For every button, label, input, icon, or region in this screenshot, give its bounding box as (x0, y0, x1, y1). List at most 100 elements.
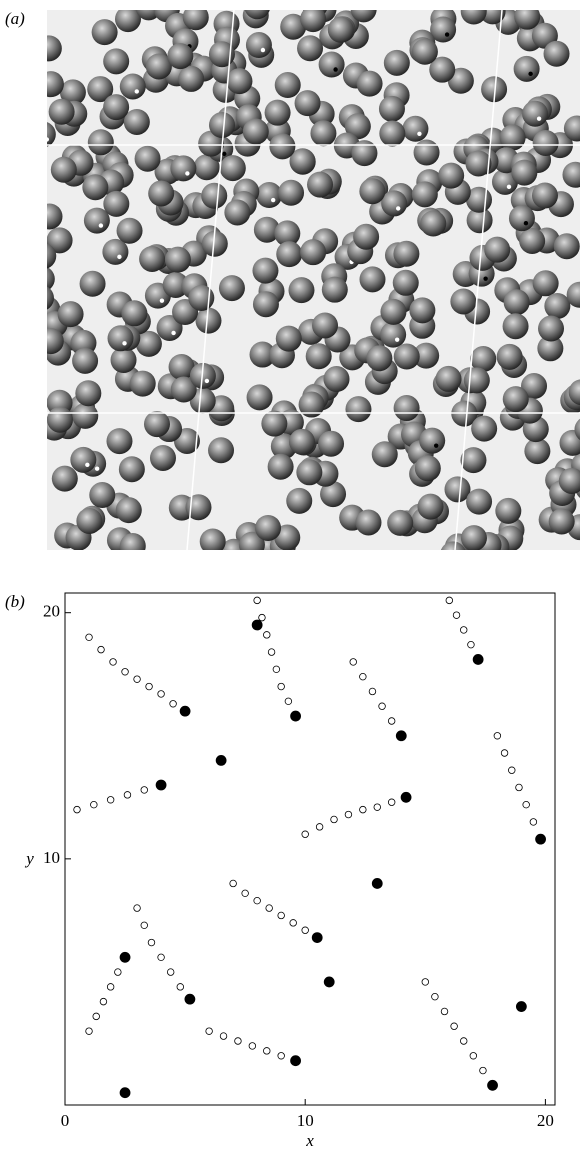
sphere (148, 180, 175, 207)
sphere (256, 182, 283, 209)
trajectory-point (440, 1007, 449, 1016)
highlight (394, 337, 400, 342)
sphere (252, 291, 279, 318)
x-tick-label: 20 (537, 1111, 554, 1130)
sphere (47, 267, 55, 291)
trajectory-point (263, 631, 271, 639)
sphere (414, 455, 441, 482)
sphere (359, 266, 386, 293)
tile-border (186, 10, 235, 550)
sphere (106, 428, 133, 455)
trajectory-point (272, 665, 281, 674)
sphere (380, 321, 407, 348)
sphere (438, 162, 465, 189)
sphere (450, 288, 477, 315)
sphere (463, 367, 490, 394)
trajectory-point (133, 675, 141, 683)
trajectory-point (315, 823, 324, 831)
sphere (491, 168, 518, 195)
sphere (508, 205, 535, 232)
trajectory-point (92, 1012, 100, 1021)
sphere (264, 99, 291, 126)
sphere (288, 277, 315, 304)
tile-border (454, 10, 503, 550)
sphere (413, 342, 440, 369)
trajectory-point (469, 1052, 478, 1060)
sphere (568, 379, 580, 406)
highlight (98, 223, 104, 228)
sphere (162, 271, 189, 298)
sphere (513, 55, 540, 82)
trajectory-point (140, 786, 148, 794)
sphere (519, 227, 546, 254)
trajectory-point (145, 682, 153, 691)
particle-point (119, 951, 131, 963)
sphere (466, 207, 493, 234)
particle-point (184, 993, 196, 1005)
sphere (276, 241, 303, 268)
trajectory-point (508, 766, 516, 774)
sphere (103, 94, 130, 121)
sphere (511, 159, 538, 186)
sphere (201, 182, 228, 209)
sphere (47, 227, 73, 254)
highlight (333, 67, 338, 72)
highlight (134, 89, 139, 94)
sphere (89, 482, 116, 509)
sphere (107, 325, 134, 352)
trajectory-point (277, 682, 285, 691)
trajectory-point (229, 879, 237, 888)
sphere-image (47, 10, 580, 550)
trajectory-point (157, 690, 165, 698)
sphere (209, 112, 236, 139)
sphere (91, 19, 118, 46)
trajectory-point (219, 1032, 228, 1040)
sphere (244, 10, 270, 20)
sphere (267, 453, 294, 480)
sphere (119, 532, 146, 550)
sphere (245, 32, 272, 59)
trajectory-point (387, 717, 396, 725)
sphere (402, 115, 429, 142)
sphere (286, 487, 313, 514)
sphere (323, 366, 350, 393)
particle-point (371, 878, 383, 889)
sphere (297, 35, 324, 62)
sphere (118, 456, 145, 483)
sphere (562, 161, 580, 188)
sphere (59, 79, 86, 106)
sphere (356, 70, 383, 97)
sphere (269, 133, 296, 160)
particle-point (535, 833, 546, 845)
trajectory-point (421, 978, 429, 986)
sphere (532, 129, 559, 156)
sphere (298, 391, 325, 418)
trajectory-point (253, 596, 261, 605)
trajectory-point (205, 1027, 213, 1035)
sphere (413, 139, 440, 166)
trajectory-point (157, 953, 165, 962)
sphere (102, 238, 129, 265)
trajectory-point (284, 697, 293, 706)
sphere (538, 315, 565, 342)
trajectory-point (493, 732, 502, 740)
sphere (195, 307, 222, 334)
trajectory-point (114, 968, 122, 976)
highlight (433, 443, 439, 448)
sphere (502, 313, 529, 340)
trajectory-point (106, 983, 115, 991)
panel-label: (b) (5, 592, 25, 611)
particle-point (311, 932, 323, 944)
trajectory-point (277, 911, 285, 920)
sphere (563, 115, 580, 142)
sphere (182, 10, 209, 31)
sphere (274, 220, 301, 247)
sphere (278, 179, 305, 206)
trajectory-point (106, 796, 115, 804)
sphere (300, 10, 327, 33)
sphere (83, 207, 110, 234)
sphere (392, 269, 419, 296)
sphere (380, 298, 407, 325)
x-tick-label: 0 (61, 1111, 70, 1130)
highlight (528, 71, 533, 77)
